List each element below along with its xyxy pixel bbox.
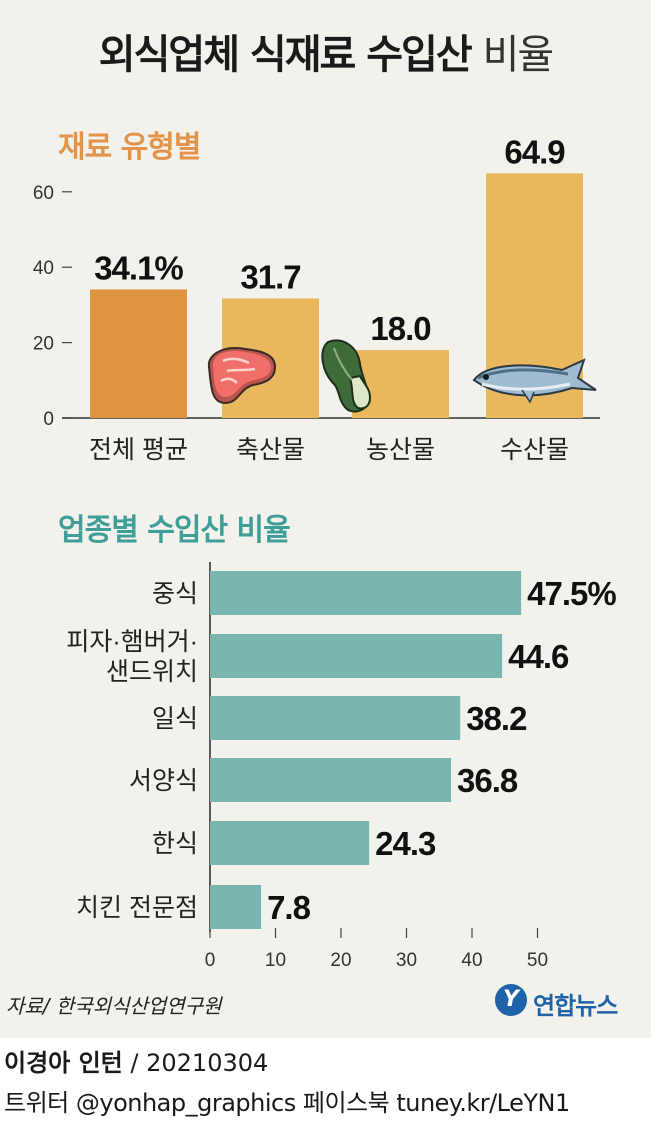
- y-tick-label-60: 60: [33, 183, 54, 204]
- credit-line: 이경아 인턴 / 20210304: [4, 1043, 268, 1078]
- hbar-category-label-0-0: 중식: [152, 580, 198, 608]
- hbar-1: [210, 634, 503, 678]
- fish-body: [472, 358, 597, 397]
- bar-0: [90, 289, 187, 418]
- bok-choy-vein: [333, 347, 353, 381]
- hbar-data-label-5: 7.8: [267, 889, 311, 926]
- bok-choy-icon: [321, 339, 372, 413]
- data-label-1: 31.7: [240, 258, 300, 295]
- section-title-type: 재료 유형별: [58, 130, 201, 165]
- category-label-1: 축산물: [236, 436, 305, 464]
- category-label-3: 수산물: [500, 436, 569, 464]
- x-tick-label-50: 50: [527, 950, 548, 971]
- hbar-2: [210, 696, 461, 740]
- hbar-data-label-1: 44.6: [508, 638, 569, 675]
- y-tick-label-40: 40: [33, 258, 54, 279]
- hbar-category-label-5-0: 치킨 전문점: [76, 894, 198, 922]
- social-line: 트위터 @yonhap_graphics 페이스북 tuney.kr/LeYN1: [4, 1089, 570, 1117]
- fish-icon: [472, 358, 597, 404]
- category-label-0: 전체 평균: [89, 436, 188, 464]
- hbar-5: [210, 885, 262, 929]
- x-tick-label-10: 10: [265, 950, 286, 971]
- category-label-2: 농산물: [366, 436, 435, 464]
- page-title: 외식업체 식재료 수입산 비율: [0, 22, 651, 80]
- footer-bar: [0, 1038, 651, 1122]
- meat-marbling: [220, 357, 256, 384]
- meat-icon: [207, 347, 277, 405]
- bok-choy-stem: [348, 374, 372, 410]
- title-main: 외식업체 식재료 수입산: [98, 32, 473, 78]
- hbar-category-label-1-0: 피자·햄버거·: [66, 628, 198, 656]
- hbar-category-label-1-1: 샌드위치: [106, 658, 198, 686]
- chart-by-type: 0 20 40 60 34.1% 전체 평균 31.7 축산물 18.0 농산물 64.9 수산물: [33, 133, 600, 464]
- hbar-0: [210, 571, 522, 615]
- hbar-4: [210, 821, 370, 865]
- chart-by-industry: 0 10 20 30 40 50 47.5% 중식 44.6 피자·햄버거·샌드위치 38.2 일식 3…: [66, 562, 617, 971]
- fish-belly: [481, 382, 571, 391]
- hbar-data-label-4: 24.3: [375, 825, 436, 862]
- data-label-2: 18.0: [370, 310, 430, 347]
- meat-flesh: [213, 351, 271, 397]
- x-tick-label-30: 30: [396, 950, 417, 971]
- hbar-category-label-2-0: 일식: [152, 705, 198, 733]
- x-tick-label-20: 20: [330, 950, 351, 971]
- hbar-data-label-3: 36.8: [457, 762, 518, 799]
- data-label-0: 34.1%: [94, 249, 183, 286]
- date: / 20210304: [122, 1049, 269, 1077]
- y-tick-label-0: 0: [43, 409, 54, 430]
- hbar-data-label-2: 38.2: [466, 700, 527, 737]
- fish-fin: [521, 389, 535, 404]
- hbar-3: [210, 758, 452, 802]
- data-label-3: 64.9: [504, 133, 565, 170]
- x-tick-label-0: 0: [205, 950, 216, 971]
- bar-2: [352, 350, 449, 418]
- title-light: 비율: [482, 32, 555, 78]
- fish-eye: [483, 374, 489, 380]
- hbar-category-label-3-0: 서양식: [129, 767, 198, 795]
- x-tick-label-40: 40: [461, 950, 482, 971]
- author: 이경아 인턴: [4, 1049, 123, 1077]
- yonhap-logo-text: 연합뉴스: [533, 992, 618, 1020]
- y-tick-label-20: 20: [33, 334, 54, 355]
- hbar-data-label-0: 47.5%: [527, 575, 616, 612]
- section-title-industry: 업종별 수입산 비율: [58, 513, 291, 548]
- source-note: 자료/ 한국외식산업연구원: [6, 994, 222, 1018]
- hbar-category-label-4-0: 한식: [152, 830, 198, 858]
- yonhap-logo-icon: Y: [495, 984, 527, 1016]
